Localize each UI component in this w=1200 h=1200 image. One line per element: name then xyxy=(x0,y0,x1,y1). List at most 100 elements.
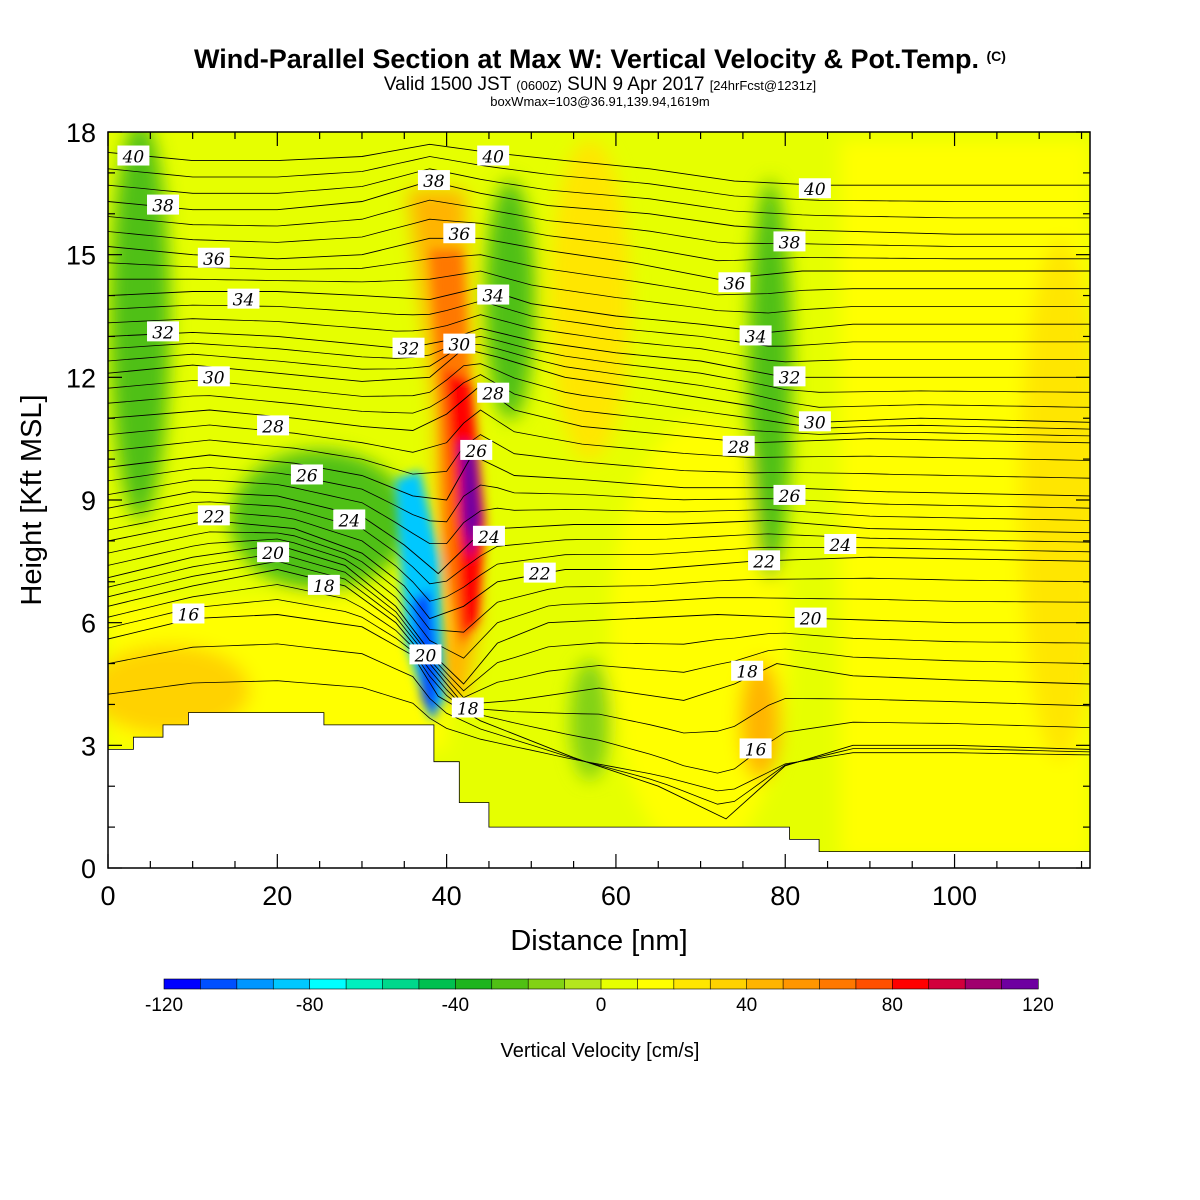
contour-label-38: 38 xyxy=(779,233,801,253)
contour-label-40: 40 xyxy=(122,148,145,168)
colorbar-swatch xyxy=(200,978,238,990)
x-tick-label: 20 xyxy=(262,881,292,911)
colorbar-swatch xyxy=(855,978,893,990)
theta-contour-minor xyxy=(108,270,1090,314)
contour-label-22: 22 xyxy=(752,552,775,572)
theta-contour-minor xyxy=(108,560,1090,699)
contour-label-box xyxy=(798,178,831,199)
theta-contour-labels: 16 16 18 18 18 20 20 20 22 22 22 24 24 24 26 26 26 28 28 28… xyxy=(117,145,857,760)
field-upper-right-green xyxy=(748,180,792,580)
contour-label-38: 38 xyxy=(423,172,445,192)
chart-subtitle: Valid 1500 JST (0600Z) SUN 9 Apr 2017 [2… xyxy=(0,74,1200,96)
theta-contour-minor xyxy=(108,168,1090,219)
colorbar-swatch xyxy=(163,978,202,990)
colorbar-swatch xyxy=(491,978,529,990)
contour-label-box xyxy=(197,505,230,526)
contour-label-box xyxy=(257,415,290,436)
colorbar-swatch xyxy=(1001,978,1039,990)
contour-label-box xyxy=(443,223,476,244)
y-tick-label: 3 xyxy=(81,731,96,761)
colorbar-tick-label: 0 xyxy=(596,995,607,1016)
field-upper-left-green xyxy=(110,132,170,520)
colorbar-tick-label: 120 xyxy=(1022,995,1054,1016)
contour-label-box xyxy=(824,533,857,554)
theta-contour-minor xyxy=(108,584,1090,734)
contour-label-box xyxy=(472,525,505,546)
colorbar-swatch xyxy=(819,978,857,990)
field-upper-mid-positive xyxy=(550,140,630,460)
contour-label-36: 36 xyxy=(203,250,225,270)
theta-contour-minor xyxy=(108,501,1090,585)
contour-label-box xyxy=(290,464,323,485)
contour-label-box xyxy=(172,603,205,624)
field-upper-mid-green xyxy=(485,180,535,420)
x-tick-label: 0 xyxy=(100,881,115,911)
theta-contour-minor xyxy=(108,479,1090,544)
contour-label-34: 34 xyxy=(745,327,767,347)
y-tick-label: 6 xyxy=(81,609,96,639)
chart-title-text: Wind-Parallel Section at Max W: Vertical… xyxy=(194,44,979,74)
colorbar-swatch xyxy=(564,978,602,990)
theta-contour-40 xyxy=(108,143,1090,186)
colorbar-swatch xyxy=(673,978,711,990)
theta-contour-minor xyxy=(108,531,1090,633)
theta-contour-minor xyxy=(108,343,1090,408)
theta-contour-minor xyxy=(108,335,1090,393)
contour-label-18: 18 xyxy=(736,663,758,683)
x-tick-label: 80 xyxy=(770,881,800,911)
contour-label-26: 26 xyxy=(778,487,801,507)
contour-label-box xyxy=(451,697,484,718)
theta-contour-minor xyxy=(108,374,1090,437)
contour-label-30: 30 xyxy=(448,336,470,356)
colorbar-swatch xyxy=(709,978,748,990)
contour-label-box xyxy=(197,366,230,387)
colorbar-swatch xyxy=(782,978,821,990)
contour-label-box xyxy=(257,542,290,563)
contour-label-30: 30 xyxy=(804,413,826,433)
box-wmax-info: boxWmax=103@36.91,139.94,1619m xyxy=(490,94,710,109)
y-tick-label: 18 xyxy=(66,118,96,148)
contour-label-box xyxy=(523,562,556,583)
theta-contour-minor xyxy=(108,300,1090,347)
contour-label-box xyxy=(739,325,772,346)
x-axis-label: Distance [nm] xyxy=(510,925,687,957)
colorbar-swatch xyxy=(272,978,311,990)
field-right-edge xyxy=(1020,240,1090,760)
contour-label-40: 40 xyxy=(803,180,826,200)
contour-label-box xyxy=(227,288,260,309)
contour-label-box xyxy=(307,574,340,595)
contour-label-box xyxy=(409,644,442,665)
colorbar-swatch xyxy=(964,978,1003,990)
contour-label-box xyxy=(748,550,781,571)
theta-contour-24 xyxy=(108,491,1090,575)
colorbar-swatch xyxy=(600,978,639,990)
contour-label-box xyxy=(392,337,425,358)
contour-label-box xyxy=(773,231,806,252)
contour-label-box xyxy=(477,382,510,403)
contour-label-box xyxy=(739,738,772,759)
colorbar-tick-label: -40 xyxy=(442,995,469,1016)
theta-contour-minor xyxy=(108,467,1090,523)
contour-label-32: 32 xyxy=(152,323,174,343)
contour-label-36: 36 xyxy=(448,225,470,245)
colorbar-label: Vertical Velocity [cm/s] xyxy=(501,1040,700,1062)
colorbar-swatch xyxy=(382,978,420,990)
contour-label-box xyxy=(417,170,450,191)
y-tick-label: 15 xyxy=(66,241,96,271)
theta-contour-minor xyxy=(108,538,1090,659)
contour-label-box xyxy=(147,321,180,342)
theta-contour-minor xyxy=(108,314,1090,363)
theta-contour-minor xyxy=(108,680,1090,792)
contour-label-22: 22 xyxy=(202,507,225,527)
colorbar-swatch xyxy=(746,978,784,990)
terrain-mask xyxy=(108,712,1090,868)
terrain-outline xyxy=(108,712,1090,852)
contour-label-box xyxy=(333,509,366,530)
colorbar: -120 -80 -40 0 40 80 120 xyxy=(145,978,1054,1016)
contour-label-18: 18 xyxy=(457,700,479,720)
contour-label-24: 24 xyxy=(477,528,500,548)
chart-title: Wind-Parallel Section at Max W: Vertical… xyxy=(0,44,1200,75)
contour-label-20: 20 xyxy=(799,610,822,630)
